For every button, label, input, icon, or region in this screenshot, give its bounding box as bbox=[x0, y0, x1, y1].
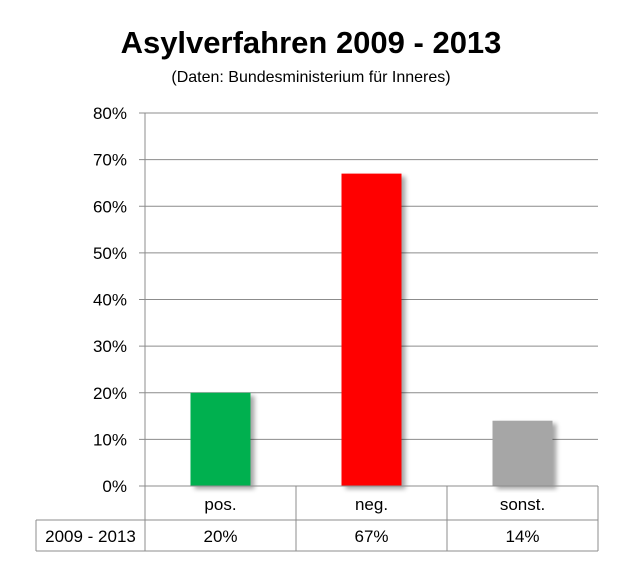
y-tick-label: 30% bbox=[93, 337, 127, 356]
y-axis-tick-labels: 0% 10% 20% 30% 40% 50% 60% 70% 80% bbox=[93, 104, 127, 496]
y-tick-label: 20% bbox=[93, 384, 127, 403]
bar bbox=[190, 392, 251, 486]
category-label: neg. bbox=[355, 495, 388, 514]
y-tick-label: 0% bbox=[102, 477, 127, 496]
bar bbox=[341, 173, 402, 487]
data-table: pos. neg. sonst. 2009 - 2013 20% 67% 14% bbox=[35, 485, 599, 552]
y-tick-label: 10% bbox=[93, 430, 127, 449]
chart-title: Asylverfahren 2009 - 2013 bbox=[121, 25, 502, 60]
y-tick-label: 60% bbox=[93, 197, 127, 216]
category-label: sonst. bbox=[500, 495, 545, 514]
data-table-value: 14% bbox=[505, 527, 539, 546]
category-label: pos. bbox=[204, 495, 236, 514]
y-tick-label: 70% bbox=[93, 151, 127, 170]
y-tick-label: 40% bbox=[93, 291, 127, 310]
chart-subtitle: (Daten: Bundesministerium für Inneres) bbox=[171, 69, 450, 86]
data-table-value: 67% bbox=[354, 527, 388, 546]
series-label: 2009 - 2013 bbox=[45, 527, 136, 546]
bar bbox=[492, 420, 553, 486]
y-tick-label: 50% bbox=[93, 244, 127, 263]
y-tick-label: 80% bbox=[93, 104, 127, 123]
bars bbox=[190, 173, 553, 487]
data-table-value: 20% bbox=[203, 527, 237, 546]
